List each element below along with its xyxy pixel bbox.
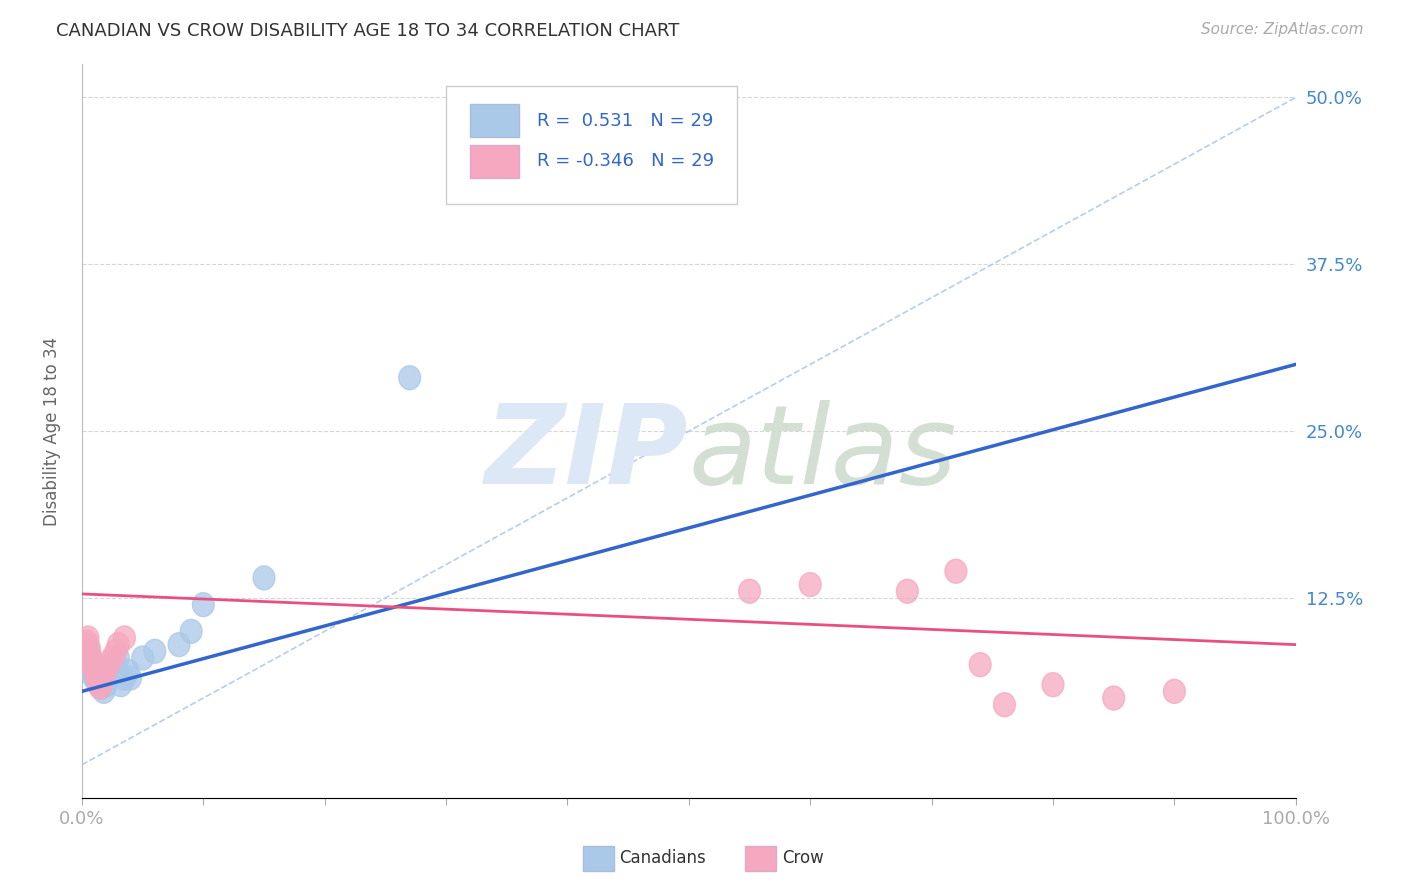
Ellipse shape: [105, 640, 127, 664]
Ellipse shape: [77, 643, 98, 667]
Ellipse shape: [82, 653, 104, 677]
Ellipse shape: [76, 630, 98, 654]
Text: atlas: atlas: [689, 400, 957, 507]
Ellipse shape: [76, 646, 98, 670]
Ellipse shape: [89, 673, 110, 697]
Ellipse shape: [87, 670, 108, 694]
Ellipse shape: [1102, 686, 1125, 710]
Ellipse shape: [80, 657, 103, 681]
Ellipse shape: [83, 659, 105, 683]
Ellipse shape: [86, 666, 107, 690]
Ellipse shape: [399, 366, 420, 390]
Text: ZIP: ZIP: [485, 400, 689, 507]
Ellipse shape: [90, 670, 112, 694]
Ellipse shape: [253, 566, 276, 590]
Ellipse shape: [96, 673, 117, 697]
Ellipse shape: [180, 619, 202, 643]
Ellipse shape: [897, 579, 918, 603]
Ellipse shape: [80, 643, 101, 667]
Ellipse shape: [83, 666, 105, 690]
Ellipse shape: [90, 675, 112, 699]
Ellipse shape: [75, 632, 97, 657]
Ellipse shape: [101, 659, 124, 683]
Text: R =  0.531   N = 29: R = 0.531 N = 29: [537, 112, 713, 129]
Ellipse shape: [73, 653, 96, 677]
Ellipse shape: [98, 666, 120, 690]
Ellipse shape: [1164, 680, 1185, 704]
Ellipse shape: [79, 635, 100, 659]
FancyBboxPatch shape: [446, 87, 737, 203]
Ellipse shape: [994, 693, 1015, 716]
Ellipse shape: [117, 659, 139, 683]
Ellipse shape: [105, 653, 127, 677]
Ellipse shape: [84, 659, 107, 683]
Ellipse shape: [80, 648, 101, 673]
Ellipse shape: [89, 673, 110, 697]
Ellipse shape: [101, 646, 124, 670]
Ellipse shape: [143, 640, 166, 664]
Text: Crow: Crow: [782, 849, 824, 867]
Ellipse shape: [80, 648, 103, 673]
Ellipse shape: [82, 662, 104, 686]
Ellipse shape: [107, 646, 129, 670]
Ellipse shape: [120, 666, 142, 690]
Text: CANADIAN VS CROW DISABILITY AGE 18 TO 34 CORRELATION CHART: CANADIAN VS CROW DISABILITY AGE 18 TO 34…: [56, 22, 679, 40]
FancyBboxPatch shape: [471, 145, 519, 178]
Ellipse shape: [98, 653, 120, 677]
Ellipse shape: [107, 632, 129, 657]
Ellipse shape: [77, 626, 98, 650]
Text: R = -0.346   N = 29: R = -0.346 N = 29: [537, 152, 714, 170]
Ellipse shape: [193, 592, 214, 616]
Ellipse shape: [945, 559, 967, 583]
Ellipse shape: [96, 657, 117, 681]
Ellipse shape: [1042, 673, 1064, 697]
Text: Source: ZipAtlas.com: Source: ZipAtlas.com: [1201, 22, 1364, 37]
Y-axis label: Disability Age 18 to 34: Disability Age 18 to 34: [44, 336, 60, 525]
Ellipse shape: [114, 626, 135, 650]
Ellipse shape: [132, 646, 153, 670]
FancyBboxPatch shape: [471, 104, 519, 137]
Ellipse shape: [89, 675, 111, 699]
Ellipse shape: [73, 640, 96, 664]
Ellipse shape: [79, 640, 100, 664]
Ellipse shape: [969, 653, 991, 677]
Ellipse shape: [800, 573, 821, 597]
Ellipse shape: [93, 662, 115, 686]
Ellipse shape: [110, 673, 132, 697]
Text: Canadians: Canadians: [619, 849, 706, 867]
Ellipse shape: [169, 632, 190, 657]
Ellipse shape: [114, 666, 135, 690]
Ellipse shape: [93, 680, 115, 704]
Ellipse shape: [738, 579, 761, 603]
